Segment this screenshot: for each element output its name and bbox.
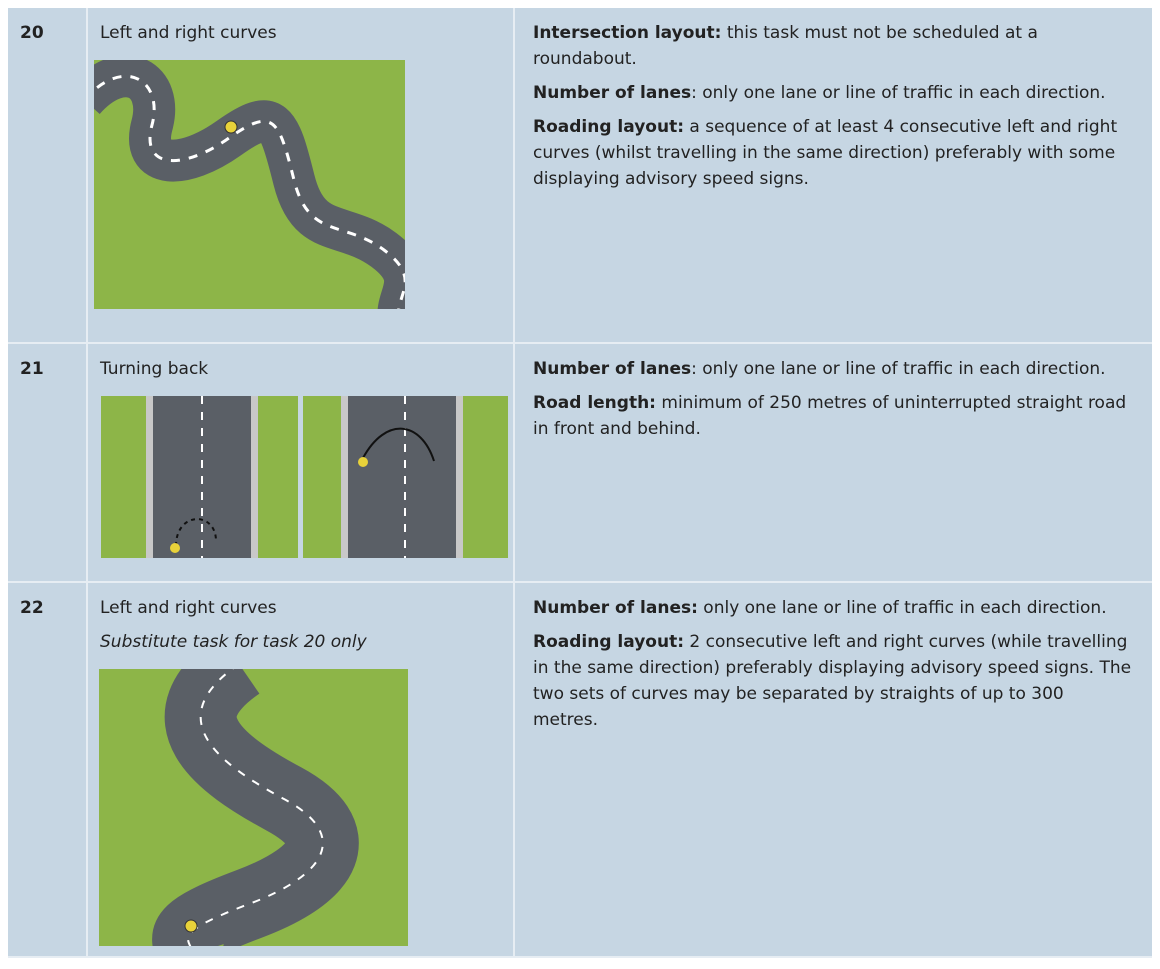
requirement-label: Roading layout: <box>533 117 684 137</box>
task-cell: Left and right curves <box>88 8 515 342</box>
task-cell: Turning back <box>88 344 515 581</box>
requirement: Intersection layout: this task must not … <box>533 20 1132 72</box>
requirements-cell: Number of lanes: only one lane or line o… <box>515 583 1152 956</box>
requirement-label: Number of lanes <box>533 83 691 103</box>
requirement: Number of lanes: only one lane or line o… <box>533 595 1132 621</box>
task-number: 20 <box>8 8 88 342</box>
requirement: Roading layout: 2 consecutive left and r… <box>533 629 1132 733</box>
task-name: Left and right curves <box>100 20 499 46</box>
requirement-label: Roading layout: <box>533 632 684 652</box>
table-row: 21 Turning back Number of lanes: only on… <box>8 344 1152 583</box>
requirement-text: : only one lane or line of traffic in ea… <box>691 83 1105 103</box>
road-illustration <box>99 669 408 946</box>
task-name: Left and right curves <box>100 595 499 621</box>
requirement-label: Intersection layout: <box>533 23 721 43</box>
requirement-text: only one lane or line of traffic in each… <box>698 598 1107 618</box>
task-note: Substitute task for task 20 only <box>100 629 499 655</box>
requirement-label: Number of lanes <box>533 359 691 379</box>
table-row: 22 Left and right curves Substitute task… <box>8 583 1152 958</box>
requirement: Number of lanes: only one lane or line o… <box>533 356 1132 382</box>
requirements-cell: Intersection layout: this task must not … <box>515 8 1152 342</box>
page: 20 Left and right curves Intersection la… <box>0 0 1160 969</box>
task-table: 20 Left and right curves Intersection la… <box>8 8 1152 958</box>
requirement: Number of lanes: only one lane or line o… <box>533 80 1132 106</box>
task-number: 22 <box>8 583 88 956</box>
requirement-label: Number of lanes: <box>533 598 698 618</box>
task-cell: Left and right curves Substitute task fo… <box>88 583 515 956</box>
task-name: Turning back <box>100 356 499 382</box>
requirement-label: Road length: <box>533 393 656 413</box>
table-row: 20 Left and right curves Intersection la… <box>8 8 1152 344</box>
task-number: 21 <box>8 344 88 581</box>
road-illustration <box>101 396 511 558</box>
requirements-cell: Number of lanes: only one lane or line o… <box>515 344 1152 581</box>
requirement: Road length: minimum of 250 metres of un… <box>533 390 1132 442</box>
requirement: Roading layout: a sequence of at least 4… <box>533 114 1132 192</box>
requirement-text: : only one lane or line of traffic in ea… <box>691 359 1105 379</box>
road-illustration <box>94 60 405 309</box>
